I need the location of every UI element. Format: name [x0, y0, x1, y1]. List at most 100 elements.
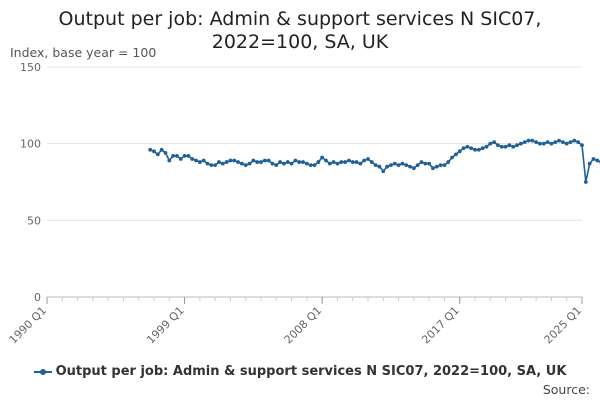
data-point: [503, 144, 508, 149]
data-point: [442, 163, 447, 168]
data-point: [312, 163, 317, 168]
data-point: [285, 160, 290, 164]
data-point: [304, 161, 309, 166]
data-point: [213, 163, 218, 168]
data-point: [278, 160, 283, 164]
data-point: [564, 141, 569, 146]
data-point: [270, 161, 275, 166]
y-tick-label: 0: [34, 291, 41, 304]
data-point: [331, 160, 336, 164]
data-point: [457, 149, 462, 154]
y-tick-label: 50: [27, 214, 41, 227]
data-point: [469, 146, 474, 151]
data-point: [465, 144, 470, 149]
chart-title-line-1: Output per job: Admin & support services…: [58, 8, 542, 30]
data-point: [507, 143, 512, 148]
data-point: [320, 155, 325, 160]
x-tick-label: 2017 Q1: [419, 304, 462, 347]
x-axis: 1990 Q1 1999 Q1 2008 Q1 2017 Q1 2025 Q1: [7, 297, 585, 347]
x-tick-label: 2008 Q1: [282, 304, 325, 347]
data-point: [259, 160, 263, 164]
data-point: [381, 169, 386, 174]
data-point: [171, 154, 176, 158]
data-point: [595, 158, 600, 163]
x-tick-label: 2025 Q1: [542, 304, 585, 347]
data-point: [538, 141, 542, 146]
data-point: [453, 152, 458, 157]
data-point: [518, 141, 523, 146]
data-point: [461, 146, 466, 151]
data-point: [423, 161, 428, 166]
data-point: [473, 147, 477, 152]
data-point: [289, 161, 294, 166]
data-point: [308, 163, 313, 168]
data-point: [587, 161, 592, 166]
data-point: [205, 161, 210, 166]
data-point: [369, 160, 374, 164]
data-point: [346, 158, 351, 163]
data-point: [155, 152, 160, 157]
data-point: [373, 163, 378, 168]
data-point: [339, 160, 344, 164]
data-point: [262, 158, 267, 163]
y-tick-label: 100: [20, 138, 41, 151]
data-point: [415, 163, 420, 168]
data-point: [583, 180, 588, 184]
y-tick-label: 150: [20, 61, 41, 74]
data-point: [553, 140, 558, 145]
data-point: [591, 157, 596, 161]
series-line: [149, 139, 600, 183]
data-point: [251, 158, 256, 163]
data-point: [576, 140, 581, 145]
data-point: [568, 140, 573, 145]
data-point: [484, 144, 489, 149]
chart-title-line-2: 2022=100, SA, UK: [211, 31, 389, 53]
data-point: [255, 160, 260, 164]
data-point: [354, 160, 359, 164]
data-point: [175, 154, 179, 158]
legend-entry-label: Output per job: Admin & support services…: [55, 364, 567, 379]
data-point: [350, 160, 355, 164]
data-point: [217, 160, 221, 164]
x-tick-label: 1999 Q1: [144, 304, 187, 347]
data-point: [549, 141, 554, 146]
data-point: [186, 154, 191, 158]
y-axis-title: Index, base year = 100: [10, 45, 157, 60]
data-point: [335, 161, 340, 166]
data-point: [266, 158, 271, 163]
data-point: [239, 161, 244, 166]
data-point: [427, 161, 432, 166]
data-point: [446, 160, 451, 164]
data-point: [404, 163, 409, 168]
data-point: [541, 141, 546, 146]
data-point: [209, 163, 214, 168]
data-point: [488, 141, 493, 146]
data-point: [511, 144, 516, 149]
data-point: [358, 161, 363, 166]
legend[interactable]: Output per job: Admin & support services…: [0, 364, 600, 379]
data-point: [434, 164, 439, 169]
data-point: [392, 161, 397, 166]
data-point: [167, 158, 172, 163]
data-point: [526, 138, 531, 143]
data-point: [496, 143, 500, 148]
data-point: [163, 150, 168, 155]
data-point: [557, 138, 561, 143]
data-point: [580, 143, 584, 148]
data-point: [476, 147, 481, 152]
data-point: [450, 155, 454, 160]
data-point: [362, 158, 367, 163]
gridlines: [47, 66, 582, 298]
data-point: [194, 158, 198, 163]
data-point: [366, 157, 370, 161]
data-point: [178, 157, 183, 161]
data-point: [560, 140, 565, 145]
data-point: [236, 160, 240, 164]
data-point: [522, 140, 527, 145]
chart-title: Output per job: Admin & support services…: [0, 8, 600, 54]
source-label: Source:: [542, 382, 590, 397]
data-point: [243, 163, 248, 168]
data-point: [228, 158, 233, 163]
data-point: [480, 146, 485, 151]
data-point: [220, 161, 225, 166]
